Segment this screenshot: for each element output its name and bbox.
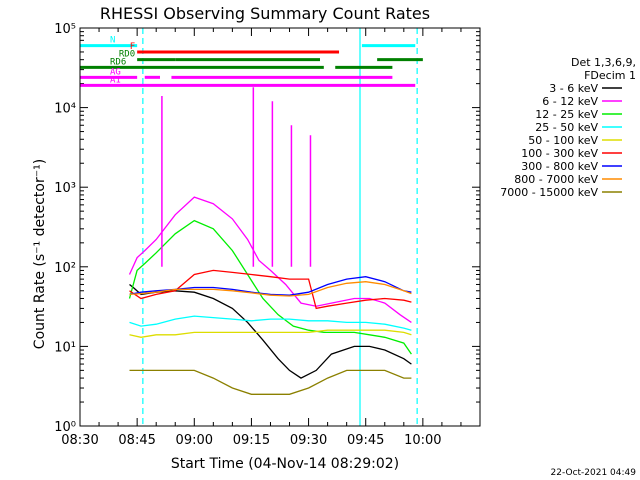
flag-bar-label: A1 [110, 75, 121, 85]
y-tick-label: 10⁴ [54, 102, 76, 117]
y-tick-label: 10⁰ [54, 420, 76, 435]
legend-header: Det 1,3,6,9, [571, 56, 636, 69]
series-line [129, 281, 412, 297]
legend-item-label: 800 - 7000 keV [514, 173, 598, 186]
x-tick-label: 10:00 [404, 433, 441, 448]
y-axis-label: Count Rate (s⁻¹ detector⁻¹) [32, 159, 48, 349]
legend-item-label: 3 - 6 keV [549, 82, 598, 95]
x-tick-label: 09:00 [176, 433, 213, 448]
series-line [128, 219, 412, 355]
series-line [129, 269, 412, 310]
legend-item-label: 6 - 12 keV [542, 95, 598, 108]
legend-item-label: 7000 - 15000 keV [500, 186, 598, 199]
flag-bar-label: RD6 [110, 57, 126, 67]
y-tick-label: 10² [54, 261, 76, 276]
x-tick-label: 08:45 [118, 433, 155, 448]
timestamp: 22-Oct-2021 04:49 [551, 468, 637, 478]
x-tick-label: 09:15 [233, 433, 270, 448]
flag-bar-label: F [130, 42, 135, 52]
plot-frame [79, 27, 481, 427]
legend-item-label: 50 - 100 keV [528, 134, 598, 147]
chart-title: RHESSI Observing Summary Count Rates [100, 4, 430, 23]
series-line [129, 329, 412, 338]
legend-item-label: 12 - 25 keV [535, 108, 598, 121]
series-line [129, 315, 412, 331]
legend-header: FDecim 1 [584, 69, 636, 82]
x-tick-label: 08:30 [61, 433, 98, 448]
x-tick-label: 09:45 [347, 433, 384, 448]
flag-bar-label: N [110, 36, 115, 46]
series-line [129, 276, 412, 296]
series-line [128, 196, 412, 323]
y-tick-label: 10³ [54, 181, 76, 196]
series-line [129, 369, 412, 395]
legend-item-label: 300 - 800 keV [521, 160, 598, 173]
y-tick-label: 10⁵ [54, 22, 76, 37]
y-tick-label: 10¹ [54, 340, 76, 355]
legend-item-label: 100 - 300 keV [521, 147, 598, 160]
x-axis-label: Start Time (04-Nov-14 08:29:02) [171, 456, 399, 472]
legend-item-label: 25 - 50 keV [535, 121, 598, 134]
x-tick-label: 09:30 [290, 433, 327, 448]
flag-bar-label: RD0 [119, 50, 135, 60]
flag-bar-label: AG [110, 67, 121, 77]
